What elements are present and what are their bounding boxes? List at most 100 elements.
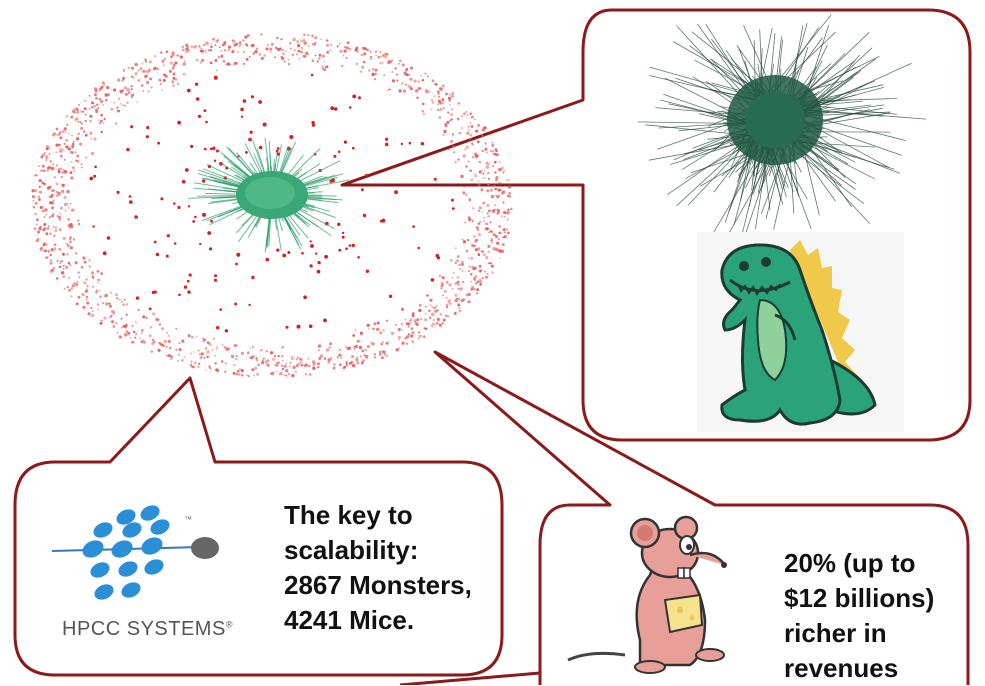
outer-node	[58, 248, 61, 251]
outer-node	[120, 103, 122, 105]
outer-node	[490, 221, 492, 223]
outer-node	[100, 272, 103, 275]
outer-node	[424, 318, 427, 321]
outer-node	[97, 303, 99, 305]
outer-node	[491, 265, 494, 268]
outer-node	[52, 134, 55, 137]
outer-node	[51, 167, 54, 170]
outer-node	[270, 351, 273, 354]
outer-node	[332, 367, 335, 370]
outer-node	[423, 335, 425, 337]
outer-node	[361, 349, 364, 352]
outer-node	[238, 373, 240, 375]
outer-node	[205, 347, 207, 349]
outer-node	[440, 108, 443, 111]
outer-node	[121, 327, 123, 329]
scattered-node	[338, 151, 341, 154]
outer-node	[347, 41, 350, 44]
outer-node	[437, 318, 440, 321]
outer-node	[408, 326, 410, 328]
outer-node	[401, 308, 404, 311]
outer-node	[466, 111, 468, 113]
outer-node	[475, 248, 478, 251]
outer-node	[448, 97, 451, 100]
outer-node	[485, 228, 487, 230]
outer-node	[469, 134, 472, 137]
outer-node	[118, 98, 120, 100]
outer-node	[486, 152, 488, 154]
outer-node	[406, 322, 409, 325]
outer-node	[137, 69, 139, 71]
outer-node	[52, 213, 54, 215]
outer-node	[246, 374, 248, 376]
scattered-node	[409, 142, 412, 145]
outer-node	[291, 358, 293, 360]
outer-node	[132, 325, 134, 327]
outer-node	[464, 222, 466, 224]
outer-node	[441, 98, 444, 101]
outer-node	[109, 303, 111, 305]
outer-node	[502, 228, 505, 231]
outer-node	[115, 123, 117, 125]
outer-node	[495, 235, 498, 238]
outer-node	[291, 374, 294, 377]
outer-node	[204, 51, 206, 53]
outer-node	[122, 303, 125, 306]
scattered-node	[198, 115, 201, 118]
outer-node	[360, 355, 362, 357]
outer-node	[71, 295, 73, 297]
outer-node	[485, 177, 487, 179]
scattered-node	[156, 253, 159, 256]
outer-node	[449, 120, 451, 122]
outer-node	[296, 364, 299, 367]
scattered-node	[357, 256, 360, 259]
scattered-node	[196, 97, 200, 101]
outer-node	[88, 259, 90, 261]
outer-node	[300, 39, 302, 41]
outer-node	[70, 171, 73, 174]
outer-node	[42, 210, 45, 213]
outer-node	[46, 209, 48, 211]
outer-node	[80, 127, 83, 130]
outer-node	[305, 373, 307, 375]
outer-node	[59, 136, 62, 139]
outer-node	[69, 241, 71, 243]
outer-node	[430, 304, 432, 306]
outer-node	[160, 83, 162, 85]
outer-node	[256, 48, 259, 51]
outer-node	[507, 211, 510, 214]
scattered-node	[187, 280, 190, 283]
outer-node	[469, 266, 471, 268]
outer-node	[116, 297, 119, 300]
outer-node	[75, 151, 77, 153]
outer-node	[409, 78, 412, 81]
outer-node	[256, 373, 259, 376]
outer-node	[96, 104, 98, 106]
outer-node	[203, 357, 205, 359]
outer-node	[312, 367, 315, 370]
outer-node	[470, 122, 472, 124]
outer-node	[51, 215, 53, 217]
outer-node	[293, 38, 296, 41]
outer-node	[110, 292, 112, 294]
outer-node	[497, 212, 499, 214]
scattered-node	[160, 197, 163, 200]
outer-node	[386, 342, 389, 345]
outer-node	[423, 113, 425, 115]
outer-node	[239, 45, 241, 47]
outer-node	[502, 243, 505, 246]
outer-node	[461, 263, 464, 266]
outer-node	[488, 178, 490, 180]
scattered-node	[202, 213, 206, 217]
outer-node	[338, 354, 341, 357]
outer-node	[170, 62, 173, 65]
outer-node	[131, 96, 133, 98]
scattered-node	[394, 190, 398, 194]
scattered-node	[352, 95, 356, 99]
outer-node	[244, 36, 247, 39]
outer-node	[56, 134, 58, 136]
outer-node	[133, 331, 136, 334]
outer-node	[472, 144, 474, 146]
outer-node	[155, 318, 158, 321]
outer-node	[498, 168, 501, 171]
